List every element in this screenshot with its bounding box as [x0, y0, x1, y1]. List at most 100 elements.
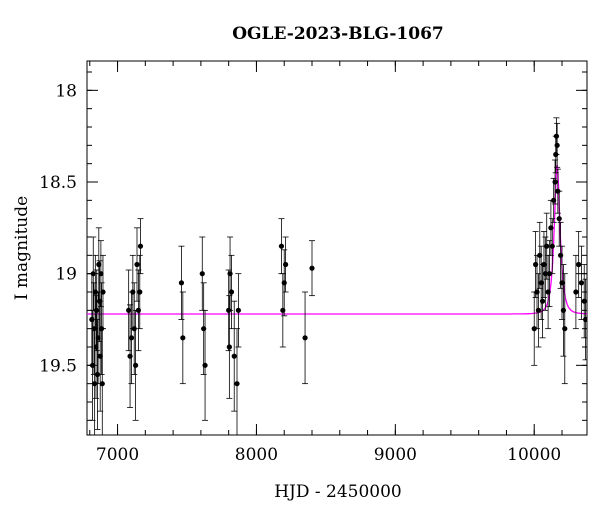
data-point: [554, 122, 561, 168]
data-point: [228, 254, 235, 330]
data-point: [226, 295, 233, 399]
data-point: [179, 291, 186, 385]
data-point: [535, 273, 542, 348]
point-marker: [94, 371, 101, 378]
point-marker: [539, 298, 546, 304]
x-tick-label: 8000: [235, 445, 278, 465]
point-marker: [178, 280, 185, 286]
data-point: [135, 269, 142, 352]
point-marker: [535, 307, 541, 313]
point-marker: [130, 289, 136, 295]
point-marker: [545, 289, 551, 295]
point-marker: [235, 307, 241, 313]
point-marker: [90, 271, 96, 277]
point-marker: [560, 307, 566, 313]
point-marker: [309, 265, 315, 271]
point-marker: [281, 280, 287, 286]
data-point: [536, 221, 543, 289]
point-marker: [556, 216, 562, 222]
data-point: [231, 300, 238, 412]
point-marker: [131, 326, 137, 332]
data-point: [99, 254, 106, 330]
point-marker: [534, 289, 540, 295]
data-points: [88, 117, 587, 435]
data-point: [540, 231, 547, 298]
point-marker: [133, 362, 139, 368]
point-marker: [562, 326, 568, 332]
data-point: [561, 273, 568, 385]
data-point: [581, 264, 587, 339]
data-point: [199, 236, 206, 311]
y-tick-label: 19: [55, 265, 77, 285]
data-point: [282, 236, 289, 293]
data-point: [227, 236, 234, 311]
point-marker: [533, 261, 539, 268]
minor-ticks: [87, 61, 587, 435]
data-point: [129, 254, 136, 330]
y-axis-label: I magnitude: [12, 196, 32, 300]
point-marker: [549, 243, 555, 249]
data-point: [302, 291, 309, 385]
data-point: [131, 282, 138, 375]
point-marker: [554, 142, 560, 148]
point-marker: [280, 307, 286, 313]
point-marker: [576, 261, 582, 268]
point-marker: [231, 353, 237, 359]
point-marker: [127, 353, 133, 359]
data-point: [235, 273, 242, 348]
point-marker: [283, 261, 289, 268]
point-marker: [541, 261, 547, 268]
data-point: [309, 240, 315, 297]
point-marker: [137, 243, 144, 249]
plot-area: [87, 117, 587, 435]
x-tick-label: 7000: [96, 445, 139, 465]
data-point: [553, 117, 560, 155]
point-marker: [544, 243, 550, 249]
point-marker: [202, 362, 208, 368]
data-point: [202, 309, 209, 421]
data-point: [200, 282, 207, 375]
point-marker: [552, 179, 558, 185]
point-marker: [551, 197, 557, 203]
tick-labels: 7000 8000 9000 10000 18 18.5 19 19.5: [39, 81, 561, 465]
point-marker: [201, 326, 207, 332]
x-axis-label: HJD - 2450000: [274, 482, 402, 502]
data-point: [549, 218, 556, 275]
point-marker: [226, 344, 232, 350]
data-point: [128, 291, 135, 385]
point-marker: [89, 316, 95, 323]
point-marker: [278, 243, 285, 249]
data-point: [575, 231, 582, 298]
plot-frame: [86, 60, 588, 436]
point-marker: [583, 316, 587, 323]
data-point: [136, 254, 143, 330]
y-tick-label: 18: [55, 81, 77, 101]
point-marker: [94, 307, 100, 313]
chart-title: OGLE-2023-BLG-1067: [232, 24, 444, 44]
data-point: [234, 328, 240, 435]
y-tick-label: 19.5: [39, 356, 77, 376]
x-tick-label: 9000: [374, 445, 417, 465]
point-marker: [538, 280, 544, 286]
point-marker: [553, 133, 560, 139]
data-point: [127, 304, 134, 408]
point-marker: [234, 381, 240, 387]
model-curve: [87, 165, 587, 315]
point-marker: [135, 307, 141, 313]
data-point: [281, 249, 288, 317]
point-marker: [180, 335, 186, 341]
point-marker: [99, 381, 105, 387]
point-marker: [573, 289, 579, 295]
data-point: [543, 212, 550, 280]
point-marker: [98, 271, 104, 277]
y-tick-label: 18.5: [39, 173, 77, 193]
data-point: [560, 264, 567, 357]
point-marker: [128, 335, 135, 341]
point-marker: [134, 261, 140, 268]
point-marker: [548, 225, 554, 231]
point-marker: [537, 252, 543, 258]
point-marker: [558, 252, 564, 258]
point-marker: [559, 280, 565, 286]
point-marker: [578, 280, 585, 286]
